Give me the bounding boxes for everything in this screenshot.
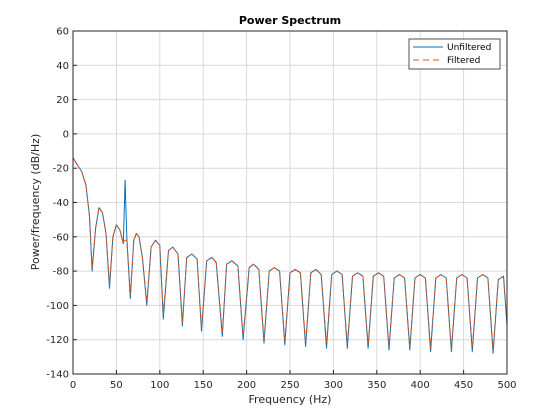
y-tick-label: 40 — [56, 61, 69, 72]
y-axis-label: Power/frequency (dB/Hz) — [29, 134, 42, 271]
legend: Unfiltered Filtered — [408, 38, 501, 70]
x-tick-label: 50 — [110, 380, 123, 391]
y-tick-label: -80 — [53, 267, 69, 278]
y-tick-label: -100 — [46, 301, 69, 312]
y-tick-label: 0 — [63, 129, 69, 140]
y-tick-label: -60 — [53, 232, 69, 243]
y-tick-label: -40 — [53, 198, 69, 209]
chart-title: Power Spectrum — [239, 14, 341, 27]
x-axis-label: Frequency (Hz) — [249, 393, 332, 406]
y-tick-label: 60 — [56, 27, 69, 38]
y-axis-ticks: 60 40 20 0 -20 -40 -60 -80 -100 -120 -140 — [46, 27, 77, 381]
x-tick-label: 100 — [150, 380, 169, 391]
legend-box — [408, 38, 501, 70]
legend-label-unfiltered: Unfiltered — [447, 43, 491, 53]
x-tick-label: 150 — [194, 380, 213, 391]
x-tick-label: 0 — [70, 380, 76, 391]
x-tick-label: 500 — [497, 380, 516, 391]
y-tick-label: -140 — [46, 370, 69, 381]
y-tick-label: -20 — [53, 164, 69, 175]
x-tick-label: 200 — [237, 380, 256, 391]
x-tick-label: 250 — [280, 380, 299, 391]
y-tick-label: -120 — [46, 335, 69, 346]
legend-label-filtered: Filtered — [447, 56, 480, 66]
series-layer — [72, 157, 508, 354]
x-tick-label: 300 — [324, 380, 343, 391]
x-axis-ticks: 0 50 100 150 200 250 300 350 400 450 500 — [70, 370, 517, 391]
x-tick-label: 450 — [454, 380, 473, 391]
y-tick-label: 20 — [56, 95, 69, 106]
x-tick-label: 400 — [411, 380, 430, 391]
series-line-filtered — [72, 157, 508, 351]
x-tick-label: 350 — [367, 380, 386, 391]
grid — [72, 30, 508, 375]
